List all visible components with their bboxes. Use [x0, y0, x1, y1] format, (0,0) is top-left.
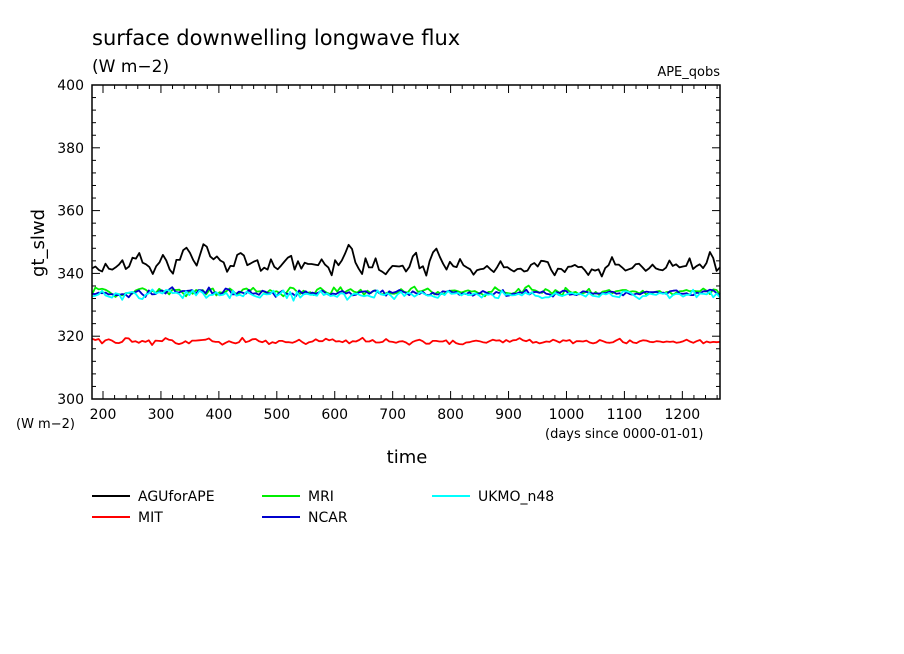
- x-tick-label: 1200: [665, 407, 701, 423]
- y-axis-label: gt_slwd: [28, 209, 49, 277]
- x-tick-label: 800: [437, 407, 464, 423]
- y-tick-label: 360: [57, 204, 84, 220]
- legend: AGUforAPE MIT MRI NCAR UKMO_n48: [92, 489, 554, 526]
- series-line-mit: [91, 336, 721, 346]
- x-tick-label: 900: [495, 407, 522, 423]
- legend-label-aguforape: AGUforAPE: [138, 489, 215, 505]
- y-tick-label: 400: [57, 78, 84, 94]
- legend-label-ncar: NCAR: [308, 510, 348, 526]
- y-tick-label: 340: [57, 266, 84, 282]
- chart-units: (W m−2): [92, 57, 169, 77]
- chart-title: surface downwelling longwave flux: [92, 26, 460, 50]
- plot-series-group: [91, 243, 721, 346]
- legend-label-ukmo_n48: UKMO_n48: [478, 489, 554, 505]
- x-tick-label: 700: [379, 407, 406, 423]
- legend-label-mri: MRI: [308, 489, 334, 505]
- x-axis-units: (days since 0000-01-01): [545, 427, 703, 442]
- series-line-ukmo_n48: [91, 288, 721, 302]
- experiment-label: APE_qobs: [657, 65, 720, 80]
- x-axis-label: time: [387, 447, 428, 468]
- y-tick-label: 300: [57, 392, 84, 408]
- x-tick-label: 1000: [549, 407, 585, 423]
- x-tick-label: 400: [206, 407, 233, 423]
- x-tick-label: 300: [148, 407, 175, 423]
- x-tick-label: 500: [263, 407, 290, 423]
- x-tick-label: 1100: [607, 407, 643, 423]
- x-tick-label: 600: [321, 407, 348, 423]
- series-line-aguforape: [91, 243, 721, 278]
- y-axis-units: (W m−2): [16, 417, 75, 432]
- y-tick-label: 380: [57, 141, 84, 157]
- series-line-ncar: [91, 286, 721, 299]
- legend-label-mit: MIT: [138, 510, 163, 526]
- y-tick-label: 320: [57, 329, 84, 345]
- axis-ticks-group: 200 300 400 500 600 700 800 900 1000 1100 1200 300 3…: [57, 78, 720, 423]
- plot-frame: [91, 84, 721, 400]
- x-tick-label: 200: [90, 407, 117, 423]
